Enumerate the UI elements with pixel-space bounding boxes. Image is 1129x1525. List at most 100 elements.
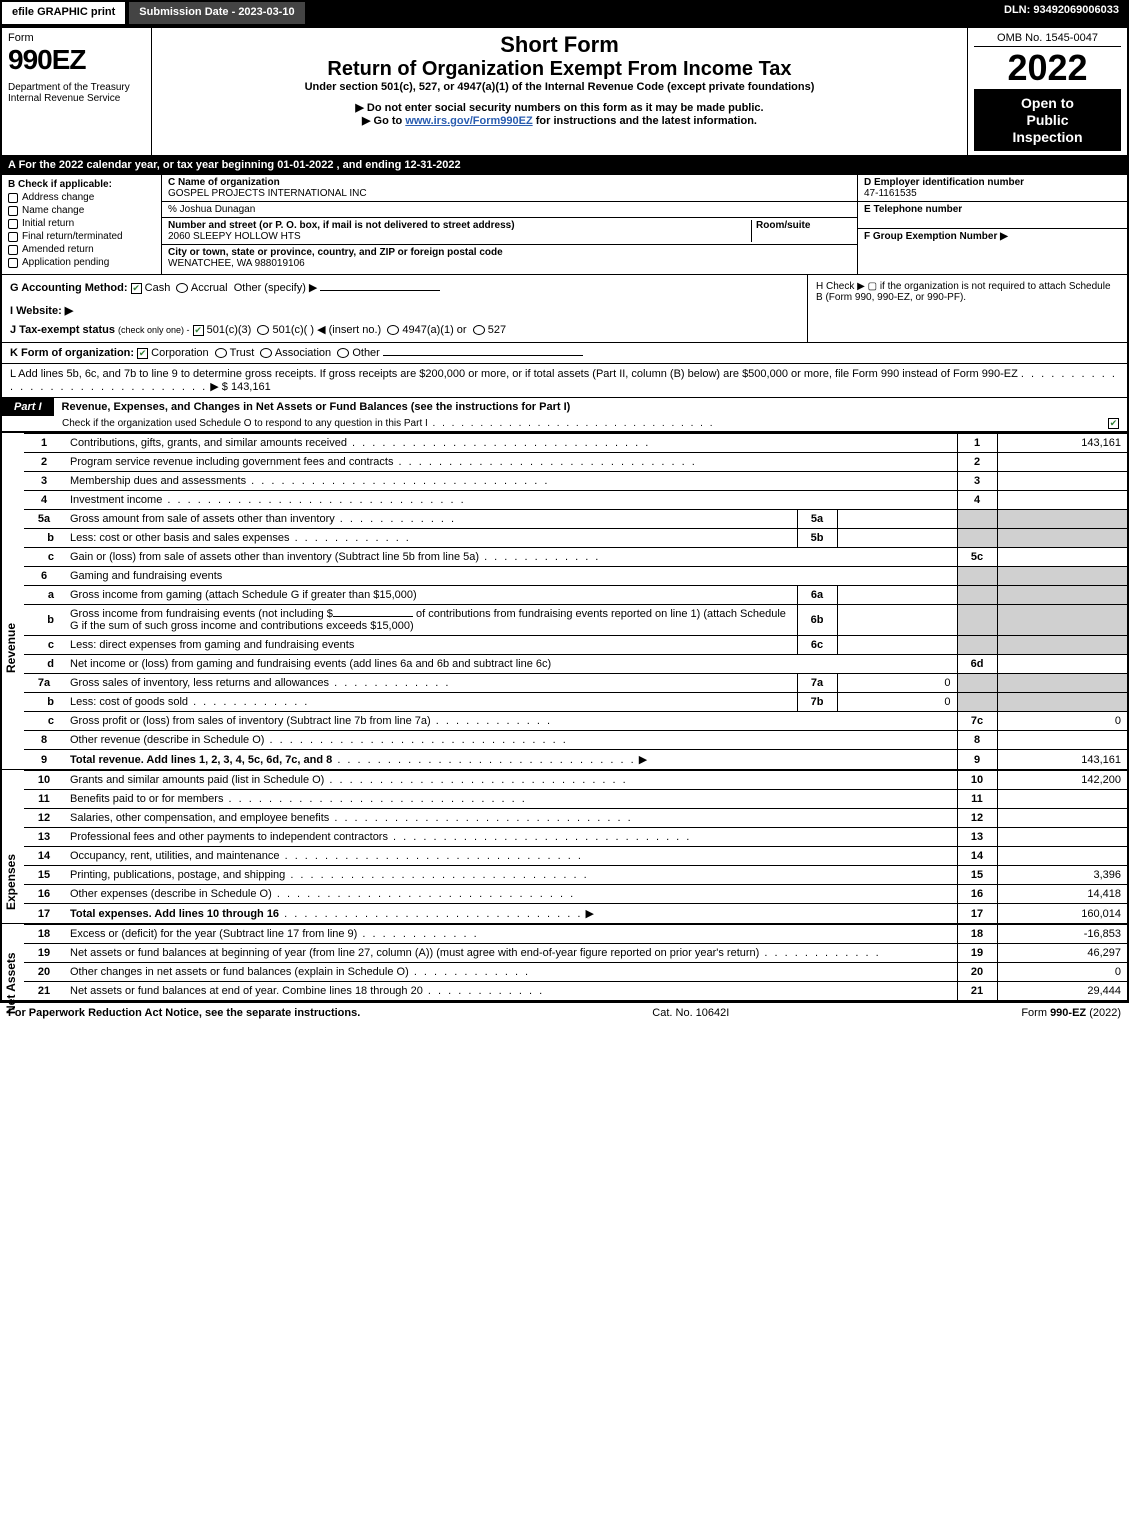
opt-other-org: Other	[352, 347, 380, 359]
irs-link[interactable]: www.irs.gov/Form990EZ	[405, 115, 532, 127]
section-b-c-d: B Check if applicable: Address change Na…	[2, 174, 1127, 274]
box-d-e-f: D Employer identification number 47-1161…	[857, 174, 1127, 274]
line-g: G Accounting Method: Cash Accrual Other …	[2, 275, 807, 342]
opt-accrual: Accrual	[191, 282, 228, 294]
row-13: 13Professional fees and other payments t…	[24, 828, 1127, 847]
tax-year: 2022	[974, 47, 1121, 89]
label-city: City or town, state or province, country…	[168, 247, 503, 258]
chk-association[interactable]	[260, 348, 272, 358]
efile-tab[interactable]: efile GRAPHIC print	[0, 0, 127, 26]
note-goto: ▶ Go to www.irs.gov/Form990EZ for instru…	[158, 114, 961, 127]
expenses-section: Expenses 10Grants and similar amounts pa…	[2, 769, 1127, 923]
chk-initial-return[interactable]: Initial return	[8, 218, 155, 229]
row-7b: bLess: cost of goods sold7b0	[24, 693, 1127, 712]
row-14: 14Occupancy, rent, utilities, and mainte…	[24, 847, 1127, 866]
expenses-table: 10Grants and similar amounts paid (list …	[24, 770, 1127, 923]
note-goto-suffix: for instructions and the latest informat…	[533, 115, 757, 127]
header-left: Form 990EZ Department of the Treasury In…	[2, 28, 152, 155]
line-l: L Add lines 5b, 6c, and 7b to line 9 to …	[2, 363, 1127, 397]
chk-name-change[interactable]: Name change	[8, 205, 155, 216]
row-7a: 7aGross sales of inventory, less returns…	[24, 674, 1127, 693]
footer-cat: Cat. No. 10642I	[652, 1007, 729, 1019]
chk-amended-return[interactable]: Amended return	[8, 244, 155, 255]
opt-trust: Trust	[230, 347, 255, 359]
ein-value: 47-1161535	[864, 188, 917, 199]
row-7c: cGross profit or (loss) from sales of in…	[24, 712, 1127, 731]
chk-final-return[interactable]: Final return/terminated	[8, 231, 155, 242]
header-center: Short Form Return of Organization Exempt…	[152, 28, 967, 155]
street-address: 2060 SLEEPY HOLLOW HTS	[168, 231, 301, 242]
line-j: J Tax-exempt status (check only one) - 5…	[10, 323, 799, 336]
opt-corporation: Corporation	[151, 347, 208, 359]
opt-527: 527	[488, 324, 506, 336]
dept-line-1: Department of the Treasury	[8, 82, 145, 93]
opt-cash: Cash	[145, 282, 171, 294]
chk-schedule-o-part1[interactable]	[1108, 418, 1119, 429]
open-line-2: Public	[978, 112, 1117, 129]
chk-address-change[interactable]: Address change	[8, 192, 155, 203]
row-5b: bLess: cost or other basis and sales exp…	[24, 529, 1127, 548]
submission-tab: Submission Date - 2023-03-10	[127, 0, 306, 26]
form-title-2: Return of Organization Exempt From Incom…	[158, 58, 961, 81]
box-b-title: B Check if applicable:	[8, 179, 155, 190]
chk-other-org[interactable]	[337, 348, 349, 358]
row-21: 21Net assets or fund balances at end of …	[24, 982, 1127, 1001]
row-6d: dNet income or (loss) from gaming and fu…	[24, 655, 1127, 674]
chk-527[interactable]	[473, 325, 485, 335]
row-9: 9Total revenue. Add lines 1, 2, 3, 4, 5c…	[24, 750, 1127, 770]
row-16: 16Other expenses (describe in Schedule O…	[24, 885, 1127, 904]
row-15: 15Printing, publications, postage, and s…	[24, 866, 1127, 885]
line-k: K Form of organization: Corporation Trus…	[2, 342, 1127, 363]
side-revenue: Revenue	[4, 623, 18, 673]
org-name: GOSPEL PROJECTS INTERNATIONAL INC	[168, 188, 367, 199]
box-b: B Check if applicable: Address change Na…	[2, 174, 162, 274]
row-6a: aGross income from gaming (attach Schedu…	[24, 586, 1127, 605]
note-ssn: ▶ Do not enter social security numbers o…	[158, 101, 961, 114]
open-line-3: Inspection	[978, 129, 1117, 146]
chk-501c[interactable]	[257, 325, 269, 335]
side-expenses: Expenses	[4, 854, 18, 910]
chk-cash[interactable]	[131, 283, 142, 294]
label-j-sub: (check only one) -	[118, 325, 190, 335]
part-1-subcheck: Check if the organization used Schedule …	[2, 416, 1127, 432]
chk-501c3[interactable]	[193, 325, 204, 336]
open-line-1: Open to	[978, 95, 1117, 112]
note-goto-prefix: ▶ Go to	[362, 115, 405, 127]
lines-g-h: G Accounting Method: Cash Accrual Other …	[2, 274, 1127, 342]
net-assets-table: 18Excess or (deficit) for the year (Subt…	[24, 924, 1127, 1000]
part-1-title: Revenue, Expenses, and Changes in Net As…	[54, 398, 1127, 416]
label-room: Room/suite	[756, 220, 810, 231]
row-10: 10Grants and similar amounts paid (list …	[24, 771, 1127, 790]
footer-right: Form 990-EZ (2022)	[1021, 1007, 1121, 1019]
chk-accrual[interactable]	[176, 283, 188, 293]
box-c: C Name of organization GOSPEL PROJECTS I…	[162, 174, 857, 274]
top-bar: efile GRAPHIC print Submission Date - 20…	[0, 0, 1129, 26]
row-5c: cGain or (loss) from sale of assets othe…	[24, 548, 1127, 567]
care-of: % Joshua Dunagan	[162, 202, 857, 218]
row-1: 1Contributions, gifts, grants, and simil…	[24, 434, 1127, 453]
row-12: 12Salaries, other compensation, and empl…	[24, 809, 1127, 828]
revenue-table: 1Contributions, gifts, grants, and simil…	[24, 433, 1127, 769]
label-org-name: C Name of organization	[168, 177, 280, 188]
side-net-assets: Net Assets	[4, 953, 18, 1015]
form-990ez: Form 990EZ Department of the Treasury In…	[0, 26, 1129, 1002]
line-h: H Check ▶ ▢ if the organization is not r…	[807, 275, 1127, 342]
row-2: 2Program service revenue including gover…	[24, 453, 1127, 472]
label-ein: D Employer identification number	[864, 177, 1024, 188]
row-4: 4Investment income4	[24, 491, 1127, 510]
net-assets-section: Net Assets 18Excess or (deficit) for the…	[2, 923, 1127, 1000]
chk-4947[interactable]	[387, 325, 399, 335]
row-5a: 5aGross amount from sale of assets other…	[24, 510, 1127, 529]
part-1-header: Part I Revenue, Expenses, and Changes in…	[2, 397, 1127, 416]
chk-application-pending[interactable]: Application pending	[8, 257, 155, 268]
part-1-tab: Part I	[2, 398, 54, 416]
row-8: 8Other revenue (describe in Schedule O)8	[24, 731, 1127, 750]
opt-4947: 4947(a)(1) or	[402, 324, 466, 336]
dept-line-2: Internal Revenue Service	[8, 93, 145, 104]
row-20: 20Other changes in net assets or fund ba…	[24, 963, 1127, 982]
open-to-public-box: Open to Public Inspection	[974, 89, 1121, 151]
city-state-zip: WENATCHEE, WA 988019106	[168, 258, 305, 269]
chk-trust[interactable]	[215, 348, 227, 358]
form-word: Form	[8, 32, 145, 44]
chk-corporation[interactable]	[137, 348, 148, 359]
